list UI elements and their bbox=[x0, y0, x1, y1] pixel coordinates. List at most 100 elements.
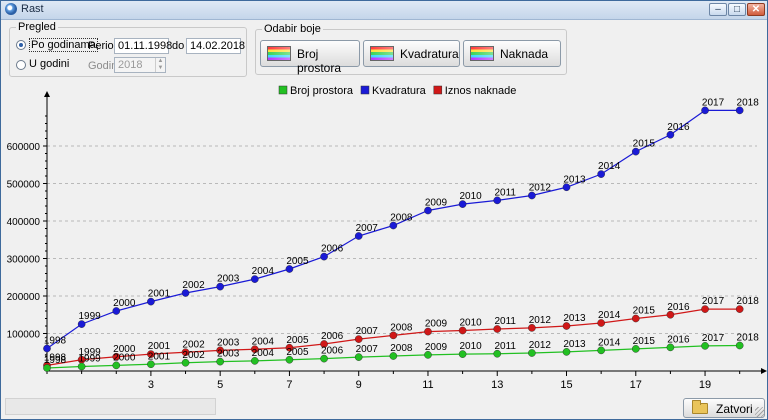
data-label: 2010 bbox=[459, 191, 482, 202]
data-label: 2003 bbox=[217, 337, 240, 348]
data-point bbox=[631, 147, 640, 156]
data-point bbox=[666, 130, 675, 139]
data-point bbox=[458, 350, 467, 358]
data-label: 2017 bbox=[702, 333, 725, 344]
data-label: 2011 bbox=[494, 187, 516, 198]
data-label: 2000 bbox=[113, 298, 136, 309]
data-point bbox=[666, 310, 675, 319]
data-label: 2005 bbox=[286, 335, 309, 346]
data-point bbox=[701, 305, 709, 313]
data-label: 2001 bbox=[148, 351, 171, 362]
data-point bbox=[528, 191, 536, 200]
resize-grip[interactable] bbox=[755, 407, 765, 417]
window-title: Rast bbox=[21, 3, 44, 15]
data-label: 2011 bbox=[494, 341, 516, 352]
u-godini-radio[interactable] bbox=[16, 60, 26, 70]
data-label: 2013 bbox=[563, 313, 586, 324]
minimize-button[interactable]: – bbox=[709, 3, 727, 16]
data-label: 2009 bbox=[425, 342, 448, 353]
data-point bbox=[112, 361, 121, 370]
data-label: 2007 bbox=[356, 326, 379, 337]
close-window-button[interactable]: ✕ bbox=[747, 3, 765, 16]
minimize-icon: – bbox=[715, 4, 721, 15]
data-label: 2002 bbox=[182, 280, 205, 291]
data-label: 2014 bbox=[598, 310, 621, 321]
data-label: 2005 bbox=[286, 347, 309, 358]
title-bar[interactable]: Rast – □ ✕ bbox=[1, 1, 767, 20]
color-kvadratura-button[interactable]: Kvadratura bbox=[363, 40, 460, 67]
data-point bbox=[43, 364, 51, 372]
data-point bbox=[631, 314, 640, 323]
y-tick-label: 100000 bbox=[7, 330, 41, 341]
data-label: 2003 bbox=[217, 349, 240, 360]
data-point bbox=[354, 353, 363, 361]
godina-spinner[interactable]: ▲ ▼ bbox=[155, 58, 165, 72]
data-point bbox=[701, 342, 709, 350]
data-label: 2004 bbox=[252, 266, 275, 277]
pregled-group: Pregled Po godinama U godini Period: 01.… bbox=[9, 21, 247, 77]
data-label: 2018 bbox=[737, 97, 760, 108]
data-point bbox=[216, 282, 224, 291]
data-point bbox=[251, 357, 259, 365]
data-point bbox=[320, 340, 328, 348]
po-godinama-radio[interactable] bbox=[16, 40, 26, 50]
data-point bbox=[285, 355, 294, 364]
po-godinama-label[interactable]: Po godinama bbox=[29, 38, 98, 52]
data-label: 2006 bbox=[321, 331, 344, 342]
data-label: 2016 bbox=[667, 334, 690, 345]
data-point bbox=[735, 341, 744, 350]
legend-label: Iznos naknade bbox=[445, 85, 517, 97]
x-tick-label: 5 bbox=[217, 379, 223, 391]
data-label: 1999 bbox=[79, 347, 102, 358]
x-tick-label: 19 bbox=[699, 379, 711, 391]
data-point bbox=[181, 358, 190, 367]
data-point bbox=[147, 297, 155, 306]
data-label: 2015 bbox=[633, 139, 656, 150]
data-label: 2012 bbox=[529, 340, 552, 351]
data-point bbox=[493, 196, 502, 205]
godina-field[interactable]: 2018 bbox=[114, 57, 166, 73]
data-label: 2018 bbox=[737, 296, 760, 307]
data-label: 2014 bbox=[598, 161, 621, 172]
date-from-field[interactable]: 01.11.1998 bbox=[114, 38, 172, 54]
y-tick-label: 400000 bbox=[7, 217, 41, 228]
close-icon: ✕ bbox=[751, 4, 761, 15]
data-point bbox=[597, 319, 605, 327]
data-label: 2010 bbox=[459, 341, 482, 352]
data-point bbox=[285, 343, 294, 352]
legend-swatch bbox=[360, 85, 370, 95]
date-to-field[interactable]: 14.02.2018 bbox=[186, 38, 245, 54]
data-point bbox=[251, 345, 259, 354]
zatvori-button[interactable]: Zatvori bbox=[683, 398, 765, 418]
x-tick-label: 9 bbox=[356, 379, 362, 391]
color-palette-icon bbox=[267, 46, 291, 61]
legend-label: Broj prostora bbox=[290, 85, 354, 97]
data-point bbox=[735, 305, 744, 313]
data-point bbox=[493, 349, 502, 358]
data-label: 2004 bbox=[252, 336, 275, 347]
data-point bbox=[320, 252, 328, 261]
data-label: 2008 bbox=[390, 213, 413, 224]
u-godini-label[interactable]: U godini bbox=[29, 58, 70, 70]
color-broj-prostora-button[interactable]: Broj prostora bbox=[260, 40, 360, 75]
data-label: 2009 bbox=[425, 198, 448, 209]
data-point bbox=[77, 362, 86, 371]
y-tick-label: 600000 bbox=[7, 142, 41, 153]
chart-legend: Broj prostora Kvadratura Iznos naknade bbox=[278, 85, 517, 97]
data-point bbox=[424, 351, 432, 359]
data-point bbox=[528, 324, 536, 332]
data-point bbox=[458, 326, 467, 335]
data-label: 1998 bbox=[44, 336, 67, 347]
data-label: 2015 bbox=[633, 336, 656, 347]
data-point bbox=[528, 349, 536, 357]
data-point bbox=[666, 343, 675, 352]
data-point bbox=[147, 350, 155, 358]
color-naknada-button[interactable]: Naknada bbox=[463, 40, 561, 67]
data-label: 2000 bbox=[113, 352, 136, 363]
data-point bbox=[147, 360, 155, 369]
data-label: 2012 bbox=[529, 183, 552, 194]
data-label: 2006 bbox=[321, 244, 344, 255]
maximize-button[interactable]: □ bbox=[728, 3, 746, 16]
color-button-label: Naknada bbox=[500, 47, 549, 61]
